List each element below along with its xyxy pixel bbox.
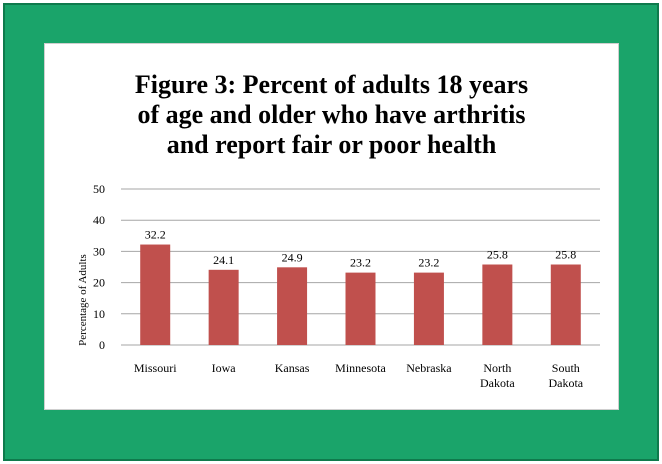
bars bbox=[140, 244, 581, 345]
bar bbox=[413, 272, 444, 345]
chart-title: Figure 3: Percent of adults 18 years of … bbox=[134, 70, 529, 159]
x-tick-label: Kansas bbox=[275, 361, 310, 375]
data-label: 32.2 bbox=[145, 228, 166, 242]
x-tick-label: Iowa bbox=[212, 361, 237, 375]
x-tick-label: Dakota bbox=[480, 376, 515, 390]
x-tick-label: Nebraska bbox=[406, 361, 452, 375]
data-label: 24.1 bbox=[213, 253, 234, 267]
x-tick-label: Dakota bbox=[548, 376, 583, 390]
data-label: 25.8 bbox=[555, 248, 576, 262]
data-labels: 32.2 24.1 24.9 23.2 23.2 25.8 25.8 bbox=[145, 228, 577, 270]
x-tick-label: Minnesota bbox=[335, 361, 386, 375]
bar-chart: 32.2 24.1 24.9 23.2 23.2 25.8 25.8 0 10 20 30 40 50… bbox=[93, 182, 600, 390]
bar bbox=[345, 272, 376, 345]
y-tick-label: 50 bbox=[93, 182, 105, 196]
chart-card: Figure 3: Percent of adults 18 years of … bbox=[44, 43, 619, 410]
y-tick-label: 40 bbox=[93, 213, 105, 227]
data-label: 24.9 bbox=[282, 250, 303, 264]
y-tick-label: 0 bbox=[99, 338, 105, 352]
x-tick-label: North bbox=[483, 361, 511, 375]
bar bbox=[208, 269, 239, 345]
data-label: 23.2 bbox=[350, 256, 371, 270]
bar bbox=[550, 264, 581, 345]
data-label: 23.2 bbox=[418, 256, 439, 270]
bar bbox=[482, 264, 513, 345]
data-label: 25.8 bbox=[487, 248, 508, 262]
x-tick-labels: Missouri Iowa Kansas Minnesota Nebraska North… bbox=[134, 361, 584, 390]
x-tick-label: South bbox=[552, 361, 580, 375]
y-tick-label: 10 bbox=[93, 307, 105, 321]
y-tick-label: 30 bbox=[93, 244, 105, 258]
y-tick-labels: 0 10 20 30 40 50 bbox=[93, 182, 105, 352]
y-tick-label: 20 bbox=[93, 276, 105, 290]
bar bbox=[277, 267, 308, 345]
bar bbox=[140, 244, 171, 345]
x-tick-label: Missouri bbox=[134, 361, 177, 375]
